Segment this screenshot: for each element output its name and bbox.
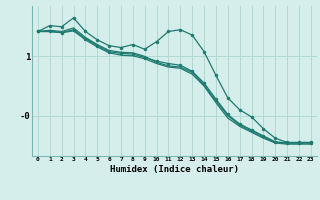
X-axis label: Humidex (Indice chaleur): Humidex (Indice chaleur) <box>110 165 239 174</box>
